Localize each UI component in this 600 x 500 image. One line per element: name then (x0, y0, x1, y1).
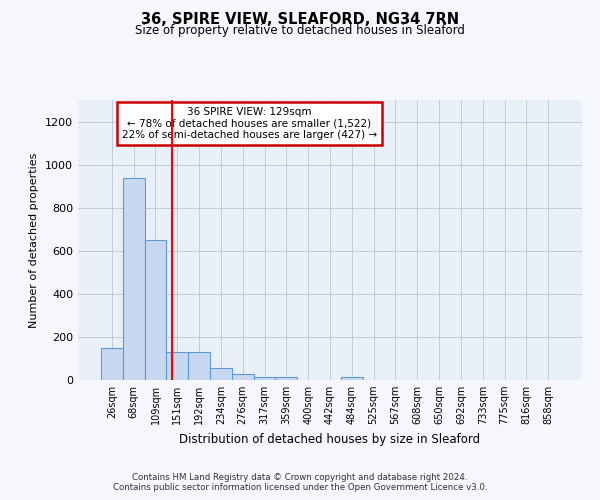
Bar (210, 368, 232, 380)
Text: Contains HM Land Registry data © Crown copyright and database right 2024.: Contains HM Land Registry data © Crown c… (132, 472, 468, 482)
X-axis label: Distribution of detached houses by size in Sleaford: Distribution of detached houses by size … (179, 432, 481, 446)
Text: 36 SPIRE VIEW: 129sqm
← 78% of detached houses are smaller (1,522)
22% of semi-d: 36 SPIRE VIEW: 129sqm ← 78% of detached … (122, 107, 377, 140)
Bar (166, 352, 188, 380)
Text: 36, SPIRE VIEW, SLEAFORD, NG34 7RN: 36, SPIRE VIEW, SLEAFORD, NG34 7RN (141, 12, 459, 28)
Bar (145, 240, 166, 380)
Bar (188, 352, 210, 380)
Bar (101, 348, 123, 380)
Text: Contains public sector information licensed under the Open Government Licence v3: Contains public sector information licen… (113, 484, 487, 492)
Bar (275, 377, 297, 380)
Text: Size of property relative to detached houses in Sleaford: Size of property relative to detached ho… (135, 24, 465, 37)
Bar (232, 374, 254, 380)
Bar (123, 178, 145, 380)
Y-axis label: Number of detached properties: Number of detached properties (29, 152, 40, 328)
Bar (254, 377, 275, 380)
Bar (341, 377, 363, 380)
